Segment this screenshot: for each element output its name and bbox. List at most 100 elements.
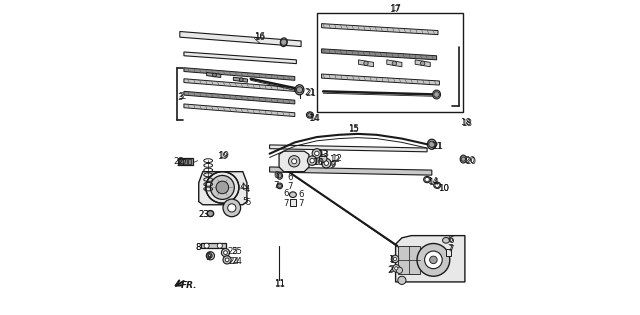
Polygon shape <box>321 49 436 60</box>
Ellipse shape <box>434 182 441 188</box>
Circle shape <box>321 158 331 168</box>
Circle shape <box>398 276 406 284</box>
Circle shape <box>315 151 319 156</box>
Circle shape <box>289 156 300 167</box>
Text: 7: 7 <box>447 244 452 253</box>
Text: 19: 19 <box>217 152 228 161</box>
Circle shape <box>429 141 435 147</box>
Text: 5: 5 <box>245 198 250 207</box>
Polygon shape <box>184 52 296 64</box>
Text: 18: 18 <box>460 118 471 127</box>
Circle shape <box>239 78 243 82</box>
Polygon shape <box>269 145 427 152</box>
Polygon shape <box>398 246 420 274</box>
Text: 6: 6 <box>287 174 292 182</box>
Text: 12: 12 <box>331 154 342 163</box>
Text: 1: 1 <box>389 256 394 265</box>
Polygon shape <box>317 13 463 112</box>
Circle shape <box>223 256 231 264</box>
Ellipse shape <box>277 172 282 179</box>
Text: 22: 22 <box>173 157 184 166</box>
Polygon shape <box>321 74 440 85</box>
Ellipse shape <box>424 176 431 183</box>
Circle shape <box>434 92 440 97</box>
Circle shape <box>296 87 303 93</box>
Text: 6: 6 <box>298 190 303 199</box>
Text: 6: 6 <box>273 171 278 180</box>
Text: 14: 14 <box>427 177 438 186</box>
Text: 16: 16 <box>254 33 265 42</box>
Circle shape <box>319 155 327 162</box>
Polygon shape <box>199 172 247 205</box>
Text: 25: 25 <box>227 248 238 256</box>
Text: 3: 3 <box>179 92 184 100</box>
Polygon shape <box>207 72 221 77</box>
Text: 24: 24 <box>228 257 239 266</box>
Text: 7: 7 <box>448 245 453 254</box>
Text: 9: 9 <box>207 252 212 261</box>
Text: 10: 10 <box>313 158 324 167</box>
Polygon shape <box>234 77 248 82</box>
Text: 10: 10 <box>438 184 449 193</box>
Text: 14: 14 <box>428 178 439 186</box>
Text: 12: 12 <box>330 155 340 163</box>
Text: 2: 2 <box>389 266 394 274</box>
Text: 22: 22 <box>177 159 188 168</box>
Ellipse shape <box>295 85 304 95</box>
Text: 11: 11 <box>273 279 285 288</box>
Text: 21: 21 <box>432 142 443 151</box>
Text: 18: 18 <box>461 119 472 128</box>
Circle shape <box>395 267 398 270</box>
Polygon shape <box>184 79 295 91</box>
Ellipse shape <box>277 183 282 189</box>
Text: 6: 6 <box>284 189 289 198</box>
Circle shape <box>394 257 397 261</box>
Text: 10: 10 <box>312 158 323 167</box>
Text: 6: 6 <box>448 236 453 244</box>
Text: 14: 14 <box>309 114 320 123</box>
Text: 7: 7 <box>287 182 292 191</box>
Circle shape <box>212 73 216 77</box>
Circle shape <box>218 243 222 248</box>
Ellipse shape <box>433 90 440 99</box>
Ellipse shape <box>460 155 467 163</box>
Ellipse shape <box>280 38 287 47</box>
Circle shape <box>308 113 312 117</box>
Polygon shape <box>269 167 432 175</box>
Text: 23: 23 <box>199 210 210 219</box>
Polygon shape <box>178 158 193 165</box>
Text: 10: 10 <box>438 184 449 193</box>
Bar <box>290 199 296 206</box>
Polygon shape <box>184 91 295 104</box>
Polygon shape <box>184 104 295 117</box>
Circle shape <box>396 267 403 273</box>
Text: 7: 7 <box>298 199 303 208</box>
Ellipse shape <box>278 174 282 178</box>
Circle shape <box>392 61 397 66</box>
Polygon shape <box>396 236 465 282</box>
Bar <box>183 159 187 164</box>
Text: 17: 17 <box>388 5 399 14</box>
Ellipse shape <box>206 172 239 203</box>
Polygon shape <box>180 32 301 47</box>
Text: 23: 23 <box>199 210 210 219</box>
Polygon shape <box>184 68 295 80</box>
Text: 19: 19 <box>218 152 228 160</box>
Polygon shape <box>321 24 438 35</box>
Circle shape <box>312 149 321 158</box>
Text: 8: 8 <box>196 243 201 252</box>
Circle shape <box>223 251 227 255</box>
Circle shape <box>223 199 241 217</box>
Circle shape <box>280 39 287 45</box>
Polygon shape <box>358 60 374 67</box>
Text: 20: 20 <box>465 157 476 166</box>
Text: 9: 9 <box>206 253 211 262</box>
Text: 4: 4 <box>245 185 250 193</box>
Circle shape <box>420 61 425 66</box>
Circle shape <box>429 256 437 264</box>
Text: 20: 20 <box>464 156 476 165</box>
Ellipse shape <box>428 139 436 149</box>
Text: 8: 8 <box>195 243 201 252</box>
Text: 15: 15 <box>348 125 359 134</box>
Text: 4: 4 <box>239 183 245 192</box>
